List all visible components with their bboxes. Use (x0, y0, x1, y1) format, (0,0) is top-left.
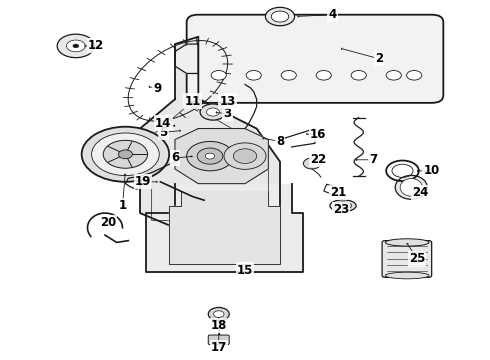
Text: 13: 13 (220, 95, 236, 108)
Text: 2: 2 (375, 52, 383, 65)
Circle shape (206, 108, 220, 116)
Circle shape (208, 307, 229, 321)
Circle shape (351, 71, 367, 80)
FancyBboxPatch shape (382, 240, 432, 277)
Polygon shape (146, 184, 303, 272)
Circle shape (233, 149, 257, 163)
Circle shape (197, 148, 223, 164)
Text: 9: 9 (153, 82, 162, 95)
Text: 5: 5 (159, 126, 168, 139)
Text: 24: 24 (412, 186, 428, 199)
Circle shape (316, 71, 331, 80)
Circle shape (246, 71, 261, 80)
Circle shape (224, 143, 266, 169)
Text: 4: 4 (328, 8, 337, 21)
Text: 8: 8 (276, 135, 284, 148)
Text: 20: 20 (100, 216, 116, 229)
Polygon shape (175, 129, 269, 184)
Text: 6: 6 (171, 152, 179, 165)
Text: 25: 25 (409, 252, 425, 265)
Circle shape (57, 34, 95, 58)
Text: 15: 15 (237, 264, 253, 276)
Circle shape (67, 40, 85, 52)
Text: 3: 3 (223, 107, 232, 120)
Text: 7: 7 (369, 153, 377, 166)
Circle shape (271, 11, 289, 22)
Text: 12: 12 (88, 39, 104, 53)
Text: 22: 22 (310, 153, 326, 166)
Polygon shape (175, 44, 198, 73)
Circle shape (73, 44, 79, 48)
Circle shape (386, 71, 401, 80)
Ellipse shape (395, 175, 427, 199)
Text: 17: 17 (211, 341, 227, 354)
Text: 23: 23 (333, 203, 349, 216)
FancyBboxPatch shape (187, 15, 443, 103)
Text: 10: 10 (423, 164, 440, 177)
Text: 18: 18 (211, 319, 227, 332)
Ellipse shape (400, 179, 422, 196)
Circle shape (92, 133, 159, 176)
Circle shape (200, 104, 226, 120)
Circle shape (205, 153, 215, 159)
Circle shape (119, 150, 132, 159)
Circle shape (281, 71, 296, 80)
Ellipse shape (385, 239, 429, 246)
Circle shape (187, 141, 233, 171)
Circle shape (407, 71, 422, 80)
Text: 1: 1 (119, 199, 126, 212)
Text: 11: 11 (184, 95, 200, 108)
Text: 16: 16 (310, 127, 326, 141)
Polygon shape (169, 191, 280, 265)
Circle shape (103, 140, 147, 168)
Ellipse shape (330, 200, 356, 212)
Ellipse shape (385, 272, 429, 279)
Polygon shape (140, 37, 280, 228)
Text: 19: 19 (135, 175, 151, 188)
Circle shape (303, 158, 321, 169)
Ellipse shape (334, 202, 352, 210)
Circle shape (214, 311, 224, 318)
Circle shape (82, 127, 169, 182)
Circle shape (266, 7, 294, 26)
FancyBboxPatch shape (208, 335, 229, 345)
Text: 14: 14 (155, 117, 172, 130)
Circle shape (211, 71, 226, 80)
Text: 21: 21 (330, 186, 346, 199)
